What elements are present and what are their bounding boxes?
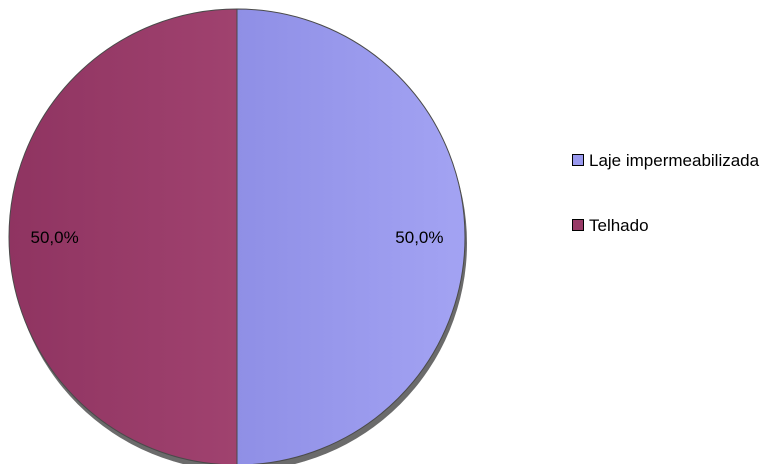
legend-label: Telhado [589, 216, 649, 235]
legend-swatch [572, 219, 584, 231]
pie-slice-1 [8, 8, 238, 464]
legend: Laje impermeabilizada Telhado [572, 150, 776, 236]
pie-slice-0 [236, 8, 466, 464]
slice-label-0: 50,0% [395, 228, 443, 247]
legend-label: Laje impermeabilizada [589, 151, 760, 170]
legend-swatch [572, 154, 584, 166]
legend-item-laje: Laje impermeabilizada [572, 150, 776, 171]
legend-item-telhado: Telhado [572, 215, 776, 236]
slice-label-1: 50,0% [30, 228, 78, 247]
